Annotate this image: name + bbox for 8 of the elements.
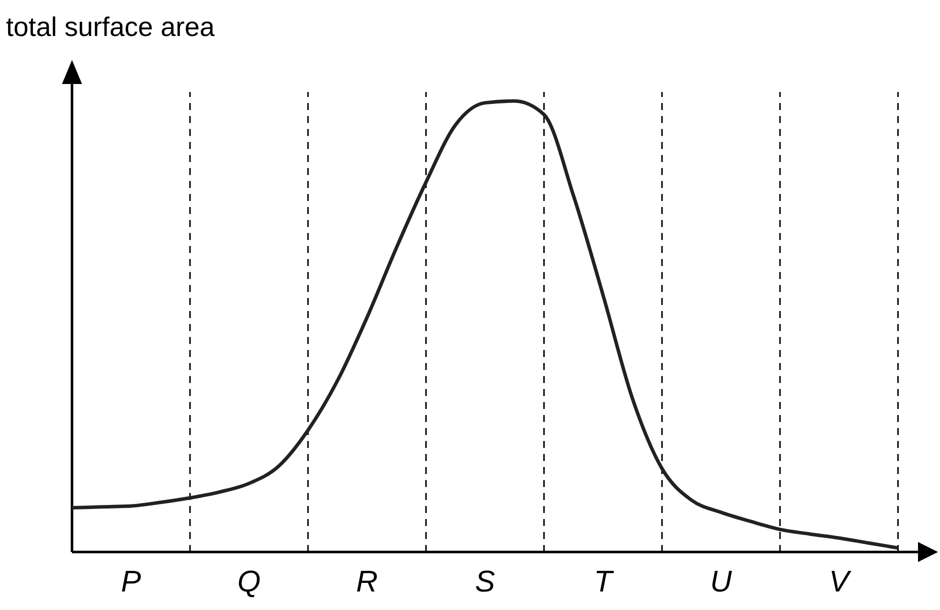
x-tick-label: Q xyxy=(237,565,261,598)
x-tick-label: T xyxy=(594,565,615,598)
x-tick-label: V xyxy=(828,565,852,598)
x-tick-label: S xyxy=(474,565,496,598)
x-tick-label: R xyxy=(356,565,378,598)
x-tick-label: U xyxy=(710,565,732,598)
x-tick-label: P xyxy=(120,565,142,598)
y-axis-title: total surface area xyxy=(6,12,216,42)
